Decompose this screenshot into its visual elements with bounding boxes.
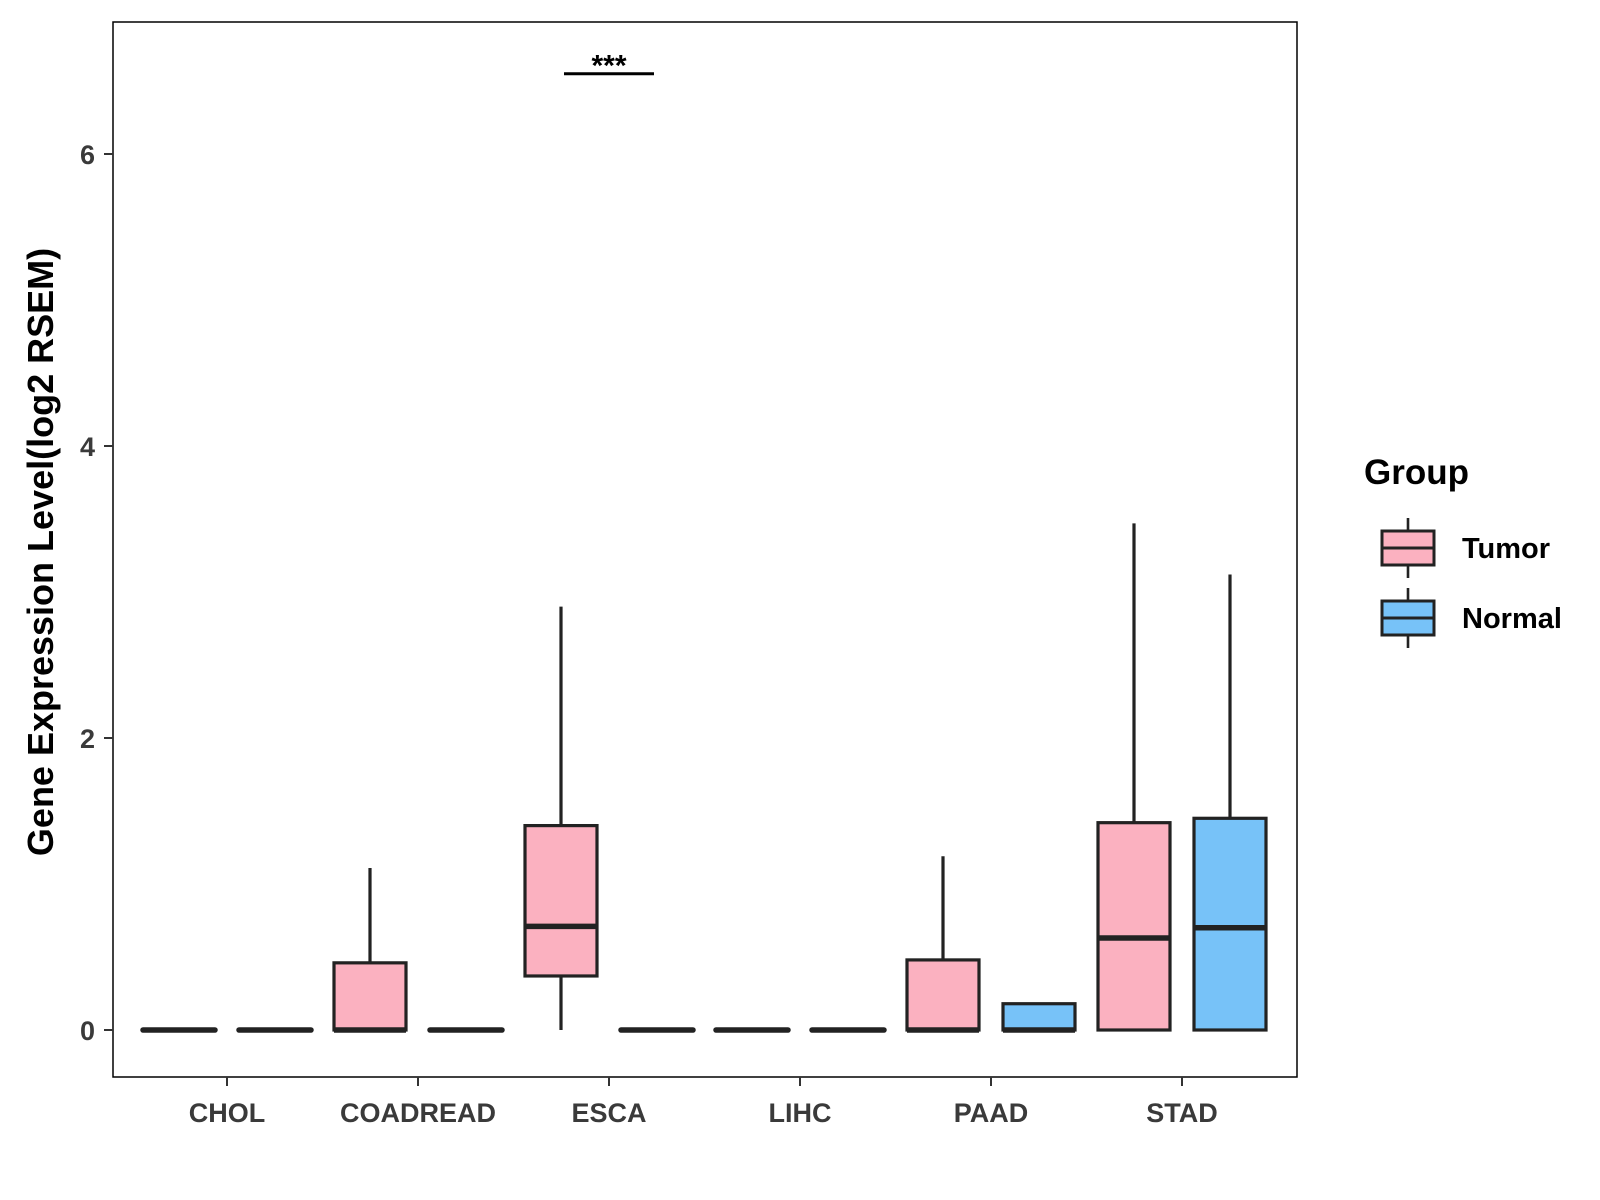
boxes — [140, 523, 1268, 1033]
box-body — [1096, 821, 1172, 1032]
x-tick-label: ESCA — [571, 1098, 646, 1128]
x-axis: CHOL COADREAD ESCA LIHC PAAD STAD — [189, 1077, 1218, 1128]
y-axis-title: Gene Expression Level(log2 RSEM) — [20, 248, 61, 856]
y-axis: 0 2 4 6 — [80, 140, 113, 1046]
x-tick-label: COADREAD — [340, 1098, 496, 1128]
x-tick-label: STAD — [1146, 1098, 1218, 1128]
annotations: *** — [564, 50, 654, 83]
box-body — [905, 958, 981, 1032]
legend-item-tumor: Tumor — [1380, 518, 1550, 578]
significance-label: *** — [591, 50, 626, 83]
box-normal-paad — [1001, 1002, 1077, 1033]
y-tick-label: 4 — [80, 432, 95, 462]
box-tumor-coadread — [332, 867, 408, 1033]
y-tick-label: 6 — [80, 140, 95, 170]
legend: Group Tumor Normal — [1364, 453, 1562, 648]
legend-label: Normal — [1462, 603, 1562, 635]
box-body — [332, 961, 408, 1032]
x-tick-label: CHOL — [189, 1098, 266, 1128]
legend-title: Group — [1364, 453, 1469, 492]
box-tumor-stad — [1096, 523, 1172, 1032]
y-tick-label: 0 — [80, 1016, 95, 1046]
box-normal-stad — [1192, 574, 1268, 1032]
box-body — [1001, 1002, 1077, 1032]
legend-label: Tumor — [1462, 533, 1550, 565]
legend-item-normal: Normal — [1380, 588, 1562, 648]
box-tumor-esca — [523, 606, 599, 1030]
box-body — [523, 823, 599, 978]
x-tick-label: PAAD — [954, 1098, 1029, 1128]
box-tumor-paad — [905, 856, 981, 1033]
y-tick-label: 2 — [80, 724, 95, 754]
x-tick-label: LIHC — [769, 1098, 832, 1128]
box-body — [1192, 816, 1268, 1032]
